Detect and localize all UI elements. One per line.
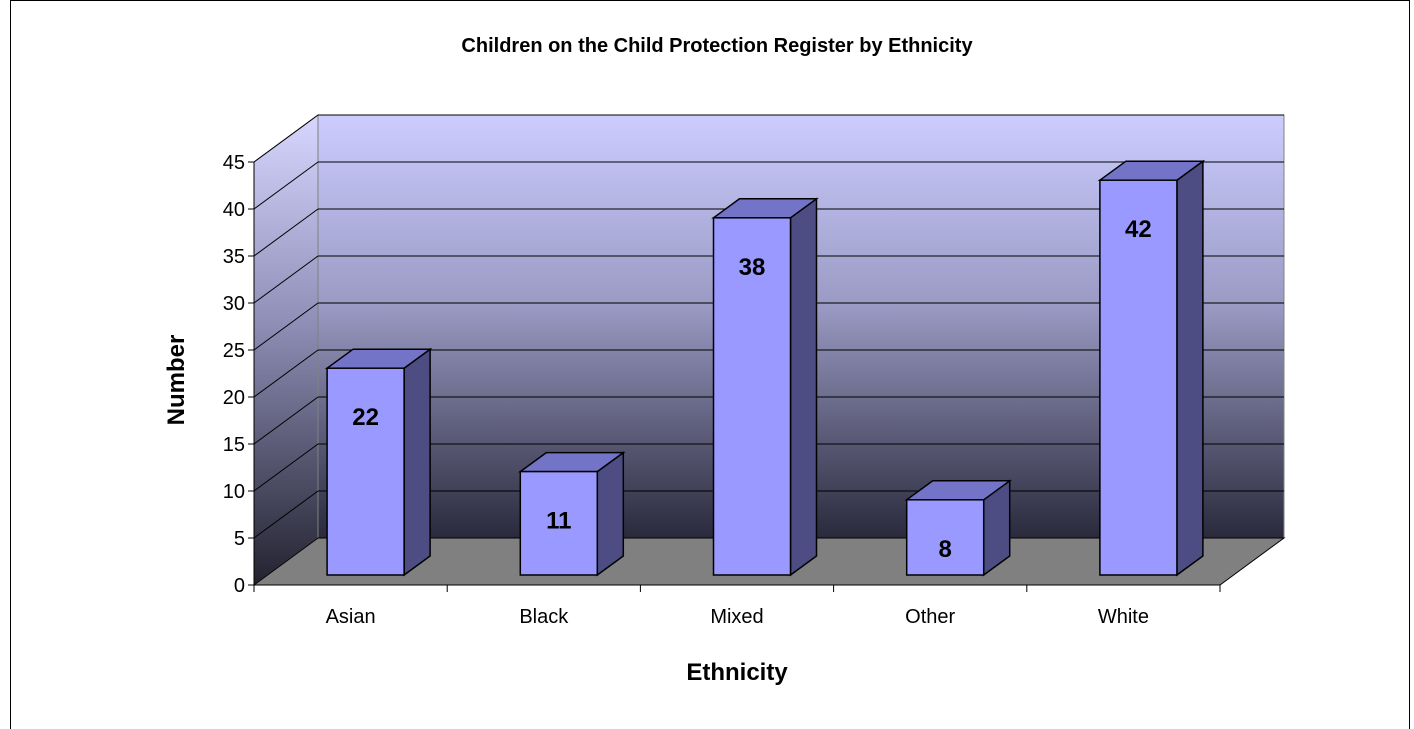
- y-tick-label: 5: [234, 528, 245, 550]
- y-tick-label: 45: [223, 152, 245, 174]
- x-axis-label: Ethnicity: [686, 659, 788, 686]
- y-tick-label: 10: [223, 481, 245, 503]
- gridline-side: [253, 349, 319, 398]
- data-label: 38: [739, 254, 766, 281]
- y-tick-label: 25: [223, 340, 245, 362]
- gridline-side: [253, 490, 319, 539]
- y-tick-label: 40: [223, 199, 245, 221]
- gridline-side: [253, 443, 319, 492]
- bar-side: [403, 347, 431, 577]
- x-tick-label: Asian: [326, 606, 376, 628]
- x-tick-label: Mixed: [710, 606, 763, 628]
- y-axis-label: Number: [163, 335, 190, 426]
- y-tick-label: 15: [223, 434, 245, 456]
- bar-side: [789, 197, 818, 577]
- data-label: 42: [1125, 216, 1152, 243]
- bar-front: [905, 499, 985, 576]
- data-label: 22: [352, 404, 379, 431]
- bar-black: 11: [518, 451, 626, 577]
- bars: 22 11 38 8 42: [324, 159, 1206, 577]
- gridline-side: [253, 396, 319, 445]
- y-tick-label: 20: [223, 387, 245, 409]
- x-tick-label: Black: [519, 606, 569, 628]
- gridline-side: [253, 255, 319, 304]
- y-tick-label: 30: [223, 293, 245, 315]
- data-label: 11: [546, 508, 571, 535]
- bar-front: [1099, 179, 1178, 576]
- bar-mixed: 38: [711, 197, 819, 577]
- gridline-side: [253, 302, 319, 351]
- bar-front: [519, 470, 599, 576]
- gridline-side: [253, 114, 319, 163]
- bar-other: 8: [904, 479, 1012, 577]
- x-tick-label: White: [1098, 606, 1149, 628]
- bar-side: [1176, 159, 1204, 577]
- chart-title: Children on the Child Protection Registe…: [461, 35, 973, 57]
- y-tick-label: 35: [223, 246, 245, 268]
- bar-side: [596, 451, 625, 577]
- gridline-side: [253, 208, 319, 257]
- bar-white: 42: [1097, 159, 1206, 577]
- bar-front: [326, 367, 405, 576]
- y-tick-label: 0: [234, 575, 245, 597]
- chart-frame: [10, 0, 1410, 729]
- axes: 0 5 10 15 20 25 30 35 40 45 Asian Black Mixed Other Wh…: [223, 152, 1221, 628]
- bar-asian: 22: [324, 347, 433, 577]
- gridline-side: [253, 161, 319, 210]
- x-tick-label: Other: [905, 606, 955, 628]
- data-label: 8: [939, 536, 952, 563]
- bar-front: [712, 217, 792, 576]
